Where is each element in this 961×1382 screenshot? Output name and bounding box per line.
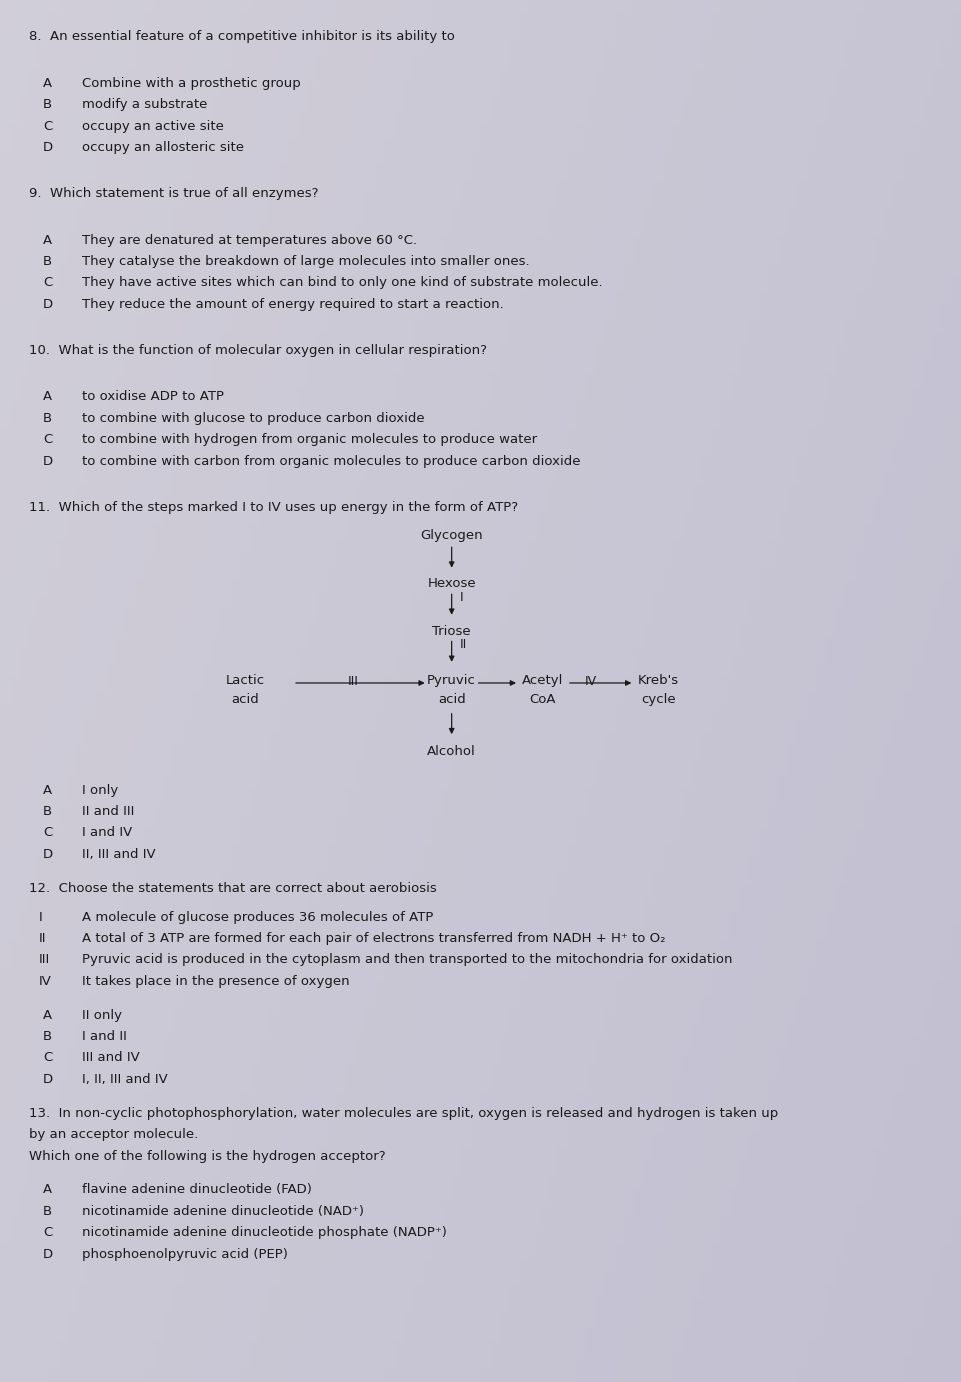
Text: C: C	[43, 1052, 53, 1064]
Text: phosphoenolpyruvic acid (PEP): phosphoenolpyruvic acid (PEP)	[82, 1248, 287, 1260]
Text: A molecule of glucose produces 36 molecules of ATP: A molecule of glucose produces 36 molecu…	[82, 911, 433, 923]
Text: nicotinamide adenine dinucleotide (NAD⁺): nicotinamide adenine dinucleotide (NAD⁺)	[82, 1205, 363, 1218]
Text: I and II: I and II	[82, 1030, 127, 1043]
Text: CoA: CoA	[530, 692, 556, 706]
Text: D: D	[43, 455, 54, 467]
Text: They are denatured at temperatures above 60 °C.: They are denatured at temperatures above…	[82, 234, 417, 246]
Text: B: B	[43, 254, 52, 268]
Text: I: I	[38, 911, 42, 923]
Text: They have active sites which can bind to only one kind of substrate molecule.: They have active sites which can bind to…	[82, 276, 603, 289]
Text: A: A	[43, 234, 52, 246]
Text: to combine with glucose to produce carbon dioxide: to combine with glucose to produce carbo…	[82, 412, 425, 424]
Text: A: A	[43, 1183, 52, 1197]
Text: D: D	[43, 1248, 54, 1260]
Text: 11.  Which of the steps marked I to IV uses up energy in the form of ATP?: 11. Which of the steps marked I to IV us…	[29, 500, 518, 514]
Text: C: C	[43, 276, 53, 289]
Text: They reduce the amount of energy required to start a reaction.: They reduce the amount of energy require…	[82, 297, 504, 311]
Text: to combine with carbon from organic molecules to produce carbon dioxide: to combine with carbon from organic mole…	[82, 455, 580, 467]
Text: II: II	[38, 931, 46, 945]
Text: II and III: II and III	[82, 804, 135, 818]
Text: occupy an allosteric site: occupy an allosteric site	[82, 141, 244, 153]
Text: D: D	[43, 141, 54, 153]
Text: B: B	[43, 412, 52, 424]
Text: C: C	[43, 433, 53, 446]
Text: acid: acid	[232, 692, 259, 706]
Text: Glycogen: Glycogen	[420, 529, 483, 542]
Text: I only: I only	[82, 784, 118, 796]
Text: Triose: Triose	[432, 625, 471, 637]
Text: B: B	[43, 1205, 52, 1218]
Text: B: B	[43, 1030, 52, 1043]
Text: 13.  In non-cyclic photophosphorylation, water molecules are split, oxygen is re: 13. In non-cyclic photophosphorylation, …	[29, 1107, 778, 1119]
Text: by an acceptor molecule.: by an acceptor molecule.	[29, 1128, 198, 1142]
Text: occupy an active site: occupy an active site	[82, 120, 224, 133]
Text: A total of 3 ATP are formed for each pair of electrons transferred from NADH + H: A total of 3 ATP are formed for each pai…	[82, 931, 665, 945]
Text: nicotinamide adenine dinucleotide phosphate (NADP⁺): nicotinamide adenine dinucleotide phosph…	[82, 1226, 447, 1240]
Text: III: III	[38, 954, 50, 966]
Text: D: D	[43, 847, 54, 861]
Text: D: D	[43, 1072, 54, 1086]
Text: 8.  An essential feature of a competitive inhibitor is its ability to: 8. An essential feature of a competitive…	[29, 30, 455, 43]
Text: C: C	[43, 826, 53, 839]
Text: A: A	[43, 77, 52, 90]
Text: A: A	[43, 390, 52, 404]
Text: Which one of the following is the hydrogen acceptor?: Which one of the following is the hydrog…	[29, 1150, 385, 1162]
Text: to oxidise ADP to ATP: to oxidise ADP to ATP	[82, 390, 224, 404]
Text: It takes place in the presence of oxygen: It takes place in the presence of oxygen	[82, 974, 349, 988]
Text: IV: IV	[585, 674, 597, 688]
Text: III and IV: III and IV	[82, 1052, 139, 1064]
Text: flavine adenine dinucleotide (FAD): flavine adenine dinucleotide (FAD)	[82, 1183, 311, 1197]
Text: Hexose: Hexose	[428, 578, 476, 590]
Text: II only: II only	[82, 1009, 122, 1021]
Text: III: III	[348, 674, 358, 688]
Text: 9.  Which statement is true of all enzymes?: 9. Which statement is true of all enzyme…	[29, 187, 318, 200]
Text: I and IV: I and IV	[82, 826, 132, 839]
Text: modify a substrate: modify a substrate	[82, 98, 207, 111]
Text: Pyruvic: Pyruvic	[428, 674, 476, 687]
Text: I, II, III and IV: I, II, III and IV	[82, 1072, 167, 1086]
Text: Pyruvic acid is produced in the cytoplasm and then transported to the mitochondr: Pyruvic acid is produced in the cytoplas…	[82, 954, 732, 966]
Text: A: A	[43, 784, 52, 796]
Text: C: C	[43, 1226, 53, 1240]
Text: They catalyse the breakdown of large molecules into smaller ones.: They catalyse the breakdown of large mol…	[82, 254, 530, 268]
Text: cycle: cycle	[641, 692, 676, 706]
Text: Combine with a prosthetic group: Combine with a prosthetic group	[82, 77, 301, 90]
Text: 10.  What is the function of molecular oxygen in cellular respiration?: 10. What is the function of molecular ox…	[29, 344, 487, 357]
Text: C: C	[43, 120, 53, 133]
Text: IV: IV	[38, 974, 51, 988]
Text: Lactic: Lactic	[226, 674, 264, 687]
Text: B: B	[43, 98, 52, 111]
Text: acid: acid	[438, 692, 465, 706]
Text: to combine with hydrogen from organic molecules to produce water: to combine with hydrogen from organic mo…	[82, 433, 537, 446]
Text: 12.  Choose the statements that are correct about aerobiosis: 12. Choose the statements that are corre…	[29, 882, 436, 894]
Text: Acetyl: Acetyl	[522, 674, 564, 687]
Text: Alcohol: Alcohol	[428, 745, 476, 759]
Text: II, III and IV: II, III and IV	[82, 847, 156, 861]
Text: D: D	[43, 297, 54, 311]
Text: A: A	[43, 1009, 52, 1021]
Text: I: I	[459, 591, 463, 604]
Text: Kreb's: Kreb's	[638, 674, 678, 687]
Text: B: B	[43, 804, 52, 818]
Text: II: II	[459, 638, 467, 651]
